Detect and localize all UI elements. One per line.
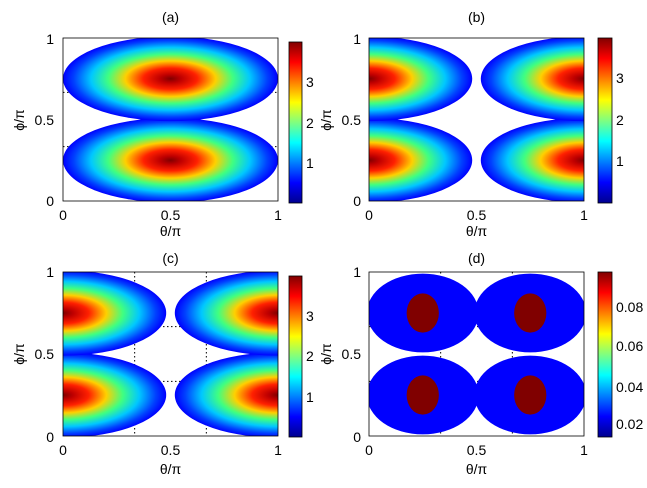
panel-c-cbar-tick-1: 2 [306, 348, 314, 364]
heat-blob [63, 38, 278, 122]
panel-d-title: (d) [468, 250, 485, 266]
panel-c-cbar-tick-2: 3 [306, 308, 314, 324]
heat-blob [174, 272, 278, 356]
panel-c-colorbar [288, 275, 303, 438]
panel-a-xtick-2: 1 [274, 207, 282, 223]
panel-d-cbar-tick-2: 0.06 [616, 338, 643, 354]
heat-blob [63, 272, 167, 356]
heat-blob [369, 117, 473, 201]
panel-d-ytick-1: 0.5 [342, 346, 362, 362]
peak-spot [514, 293, 547, 333]
panel-b-ylabel: ϕ/π [318, 109, 334, 131]
panel-d: (d) 0 0.5 1 0 0.5 1 θ/π ϕ/π 0.02 0.04 0.… [318, 250, 643, 477]
panel-d-ylabel: ϕ/π [318, 343, 334, 365]
panel-b-xtick-0: 0 [365, 207, 373, 223]
panel-b-xtick-1: 0.5 [467, 207, 487, 223]
panel-c-ytick-1: 0.5 [35, 346, 55, 362]
panel-b: (b) 0 0.5 1 0 0.5 1 θ/π ϕ/π 1 2 3 [318, 9, 624, 239]
panel-d-xtick-2: 1 [580, 442, 588, 458]
panel-a-ylabel: ϕ/π [11, 109, 27, 131]
peak-spot [514, 375, 547, 415]
panel-a-xtick-0: 0 [59, 207, 67, 223]
heat-blob [63, 117, 278, 201]
panel-d-colorbar [597, 271, 613, 438]
heat-blob [480, 38, 584, 122]
panel-d-xlabel: θ/π [466, 461, 488, 477]
panel-a-cbar-tick-2: 3 [306, 74, 314, 90]
panel-a-ytick-2: 1 [46, 31, 54, 47]
heat-blob [174, 352, 278, 436]
axes-frame [368, 37, 585, 202]
panel-b-cbar-tick-1: 2 [616, 112, 624, 128]
peak-spot [406, 375, 439, 415]
panel-a-ytick-1: 0.5 [35, 112, 55, 128]
panel-c-xlabel: θ/π [160, 461, 182, 477]
panel-c: (c) 0 0.5 1 0 0.5 1 θ/π ϕ/π 1 2 3 [11, 250, 314, 477]
panel-d-ytick-2: 1 [353, 264, 361, 280]
peak-spot [406, 293, 439, 333]
panel-b-ytick-0: 0 [353, 193, 361, 209]
panel-d-cbar-tick-0: 0.02 [616, 416, 643, 432]
panel-c-ytick-0: 0 [46, 429, 54, 445]
panel-a-xtick-1: 0.5 [161, 207, 181, 223]
panel-c-xtick-0: 0 [59, 442, 67, 458]
panel-d-cbar-tick-3: 0.08 [616, 299, 643, 315]
panel-d-xtick-1: 0.5 [467, 442, 487, 458]
heat-blob [369, 38, 473, 122]
plot-area-d [368, 271, 585, 437]
panel-a-cbar-tick-1: 2 [306, 115, 314, 131]
panel-b-ytick-1: 0.5 [342, 112, 362, 128]
panel-c-xtick-1: 0.5 [161, 442, 181, 458]
panel-a-title: (a) [162, 9, 179, 25]
panel-a-cbar-tick-0: 1 [306, 155, 314, 171]
panel-b-cbar-tick-2: 3 [616, 70, 624, 86]
panel-b-xlabel: θ/π [466, 223, 488, 239]
axes-frame [368, 271, 585, 437]
panel-b-xtick-2: 1 [580, 207, 588, 223]
panel-d-cbar-tick-1: 0.04 [616, 379, 643, 395]
plot-area-a [62, 37, 279, 202]
panel-a-ytick-0: 0 [46, 193, 54, 209]
panel-b-colorbar [597, 37, 613, 204]
heat-blob [480, 117, 584, 201]
panel-b-cbar-tick-0: 1 [616, 153, 624, 169]
panel-c-title: (c) [162, 250, 178, 266]
axes-frame [62, 271, 279, 437]
panel-c-cbar-tick-0: 1 [306, 389, 314, 405]
heat-blob [63, 352, 167, 436]
panel-a-xlabel: θ/π [160, 223, 182, 239]
panel-c-xtick-2: 1 [274, 442, 282, 458]
panel-b-ytick-2: 1 [353, 31, 361, 47]
panel-c-ytick-2: 1 [46, 264, 54, 280]
panel-d-xtick-0: 0 [365, 442, 373, 458]
plot-area-b [368, 37, 585, 202]
plot-area-c [62, 271, 279, 437]
axes-frame [62, 37, 279, 202]
panel-b-title: (b) [468, 9, 485, 25]
panel-c-ylabel: ϕ/π [11, 343, 27, 365]
panel-d-ytick-0: 0 [353, 429, 361, 445]
panel-a: (a) 0 0.5 1 0 0.5 1 θ/π ϕ/π 1 2 3 [11, 9, 314, 239]
panel-a-colorbar [288, 41, 303, 204]
